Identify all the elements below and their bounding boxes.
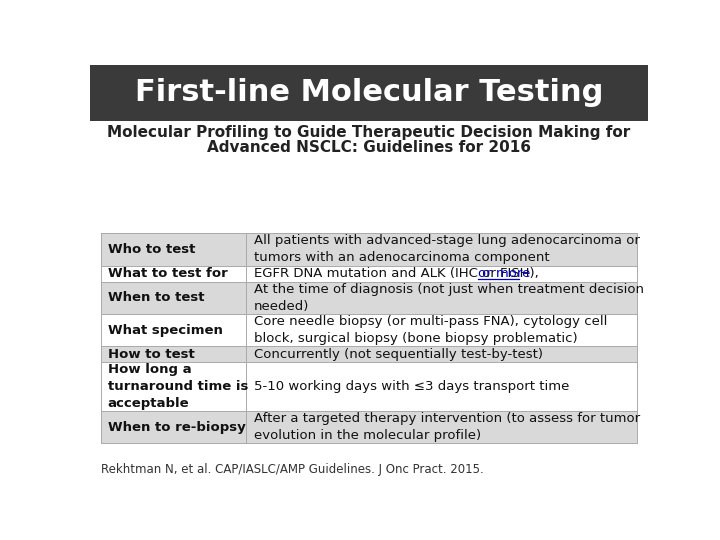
Text: Rekhtman N, et al. CAP/IASLC/AMP Guidelines. J Onc Pract. 2015.: Rekhtman N, et al. CAP/IASLC/AMP Guideli… bbox=[101, 463, 484, 476]
Text: All patients with advanced-stage lung adenocarcinoma or
tumors with an adenocarc: All patients with advanced-stage lung ad… bbox=[254, 234, 640, 265]
FancyBboxPatch shape bbox=[90, 65, 648, 481]
Text: How to test: How to test bbox=[108, 348, 194, 361]
Text: First-line Molecular Testing: First-line Molecular Testing bbox=[135, 78, 603, 107]
Text: At the time of diagnosis (not just when treatment decision
needed): At the time of diagnosis (not just when … bbox=[254, 283, 644, 313]
Text: When to test: When to test bbox=[108, 291, 204, 305]
FancyBboxPatch shape bbox=[101, 362, 637, 411]
Text: Who to test: Who to test bbox=[108, 243, 195, 256]
Text: Molecular Profiling to Guide Therapeutic Decision Making for: Molecular Profiling to Guide Therapeutic… bbox=[107, 125, 631, 140]
FancyBboxPatch shape bbox=[101, 411, 637, 443]
Text: or more: or more bbox=[478, 267, 531, 280]
Text: Concurrently (not sequentially test-by-test): Concurrently (not sequentially test-by-t… bbox=[254, 348, 543, 361]
FancyBboxPatch shape bbox=[90, 65, 648, 121]
Text: 5-10 working days with ≤3 days transport time: 5-10 working days with ≤3 days transport… bbox=[254, 380, 570, 393]
Text: Core needle biopsy (or multi-pass FNA), cytology cell
block, surgical biopsy (bo: Core needle biopsy (or multi-pass FNA), … bbox=[254, 315, 608, 345]
Text: What to test for: What to test for bbox=[108, 267, 228, 280]
Text: After a targeted therapy intervention (to assess for tumor
evolution in the mole: After a targeted therapy intervention (t… bbox=[254, 412, 640, 442]
Text: EGFR DNA mutation and ALK (IHC or FISH),: EGFR DNA mutation and ALK (IHC or FISH), bbox=[254, 267, 543, 280]
FancyBboxPatch shape bbox=[101, 346, 637, 362]
FancyBboxPatch shape bbox=[101, 282, 637, 314]
Text: When to re-biopsy: When to re-biopsy bbox=[108, 421, 246, 434]
Text: Advanced NSCLC: Guidelines for 2016: Advanced NSCLC: Guidelines for 2016 bbox=[207, 140, 531, 156]
Text: What specimen: What specimen bbox=[108, 323, 222, 336]
Text: How long a
turnaround time is
acceptable: How long a turnaround time is acceptable bbox=[108, 363, 248, 410]
FancyBboxPatch shape bbox=[101, 314, 637, 346]
FancyBboxPatch shape bbox=[101, 266, 637, 282]
FancyBboxPatch shape bbox=[101, 233, 637, 266]
